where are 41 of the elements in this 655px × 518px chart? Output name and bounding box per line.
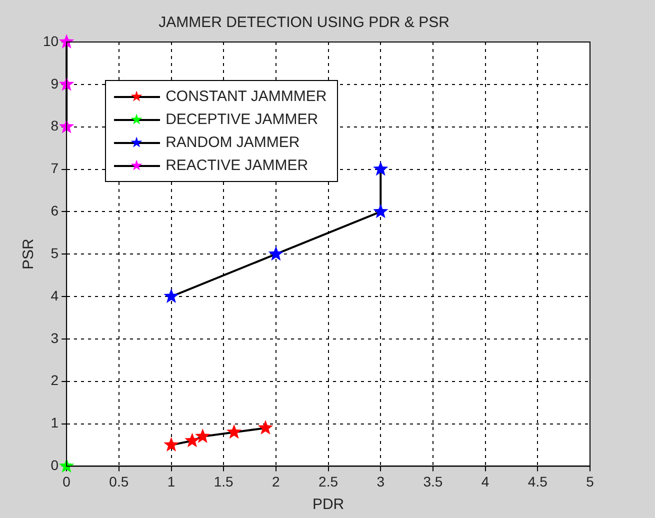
x-tick-label: 3.5 [423,473,443,490]
point [164,436,179,452]
y-tick-label: 10 [42,32,59,49]
point [226,424,242,439]
point [164,288,179,303]
legend-label: CONSTANT JAMMMER [166,88,327,105]
chart-title: JAMMER DETECTION USING PDR & PSR [158,14,450,32]
point [58,118,74,134]
y-tick-label: 5 [50,244,59,261]
point [184,432,200,448]
y-tick-label: 2 [50,372,59,388]
y-tick-label: 0 [50,457,59,474]
y-tick-label: 9 [50,75,59,92]
y-tick-label: 8 [50,118,59,134]
y-axis-title: PSR [20,238,38,270]
point [258,420,274,434]
x-tick-label: 1 [167,473,176,490]
x-tick-label: 3 [376,473,385,490]
point [58,458,74,473]
y-tick-label: 6 [50,202,59,219]
legend-label: REACTIVE JAMMER [166,157,308,174]
x-tick-label: 1.5 [214,473,234,490]
point [373,161,388,176]
legend-label: DECEPTIVE JAMMER [166,111,318,128]
y-tick-label: 7 [50,160,59,176]
legend-label: RANDOM JAMMER [166,134,300,151]
point [268,246,284,261]
point [373,204,388,218]
x-tick-label: 0 [62,473,71,490]
x-tick-label: 4 [481,473,490,490]
x-tick-label: 2 [272,473,280,490]
point [58,34,74,48]
y-tick-label: 1 [50,414,59,431]
y-tick-label: 3 [50,330,59,346]
x-tick-label: 2.5 [318,473,338,490]
x-axis-title: PDR [312,496,344,514]
x-tick-label: 0.5 [109,473,129,490]
x-tick-label: 5 [586,473,594,490]
point [195,428,210,443]
y-tick-label: 4 [50,287,59,304]
x-tick-label: 4.5 [528,473,548,490]
